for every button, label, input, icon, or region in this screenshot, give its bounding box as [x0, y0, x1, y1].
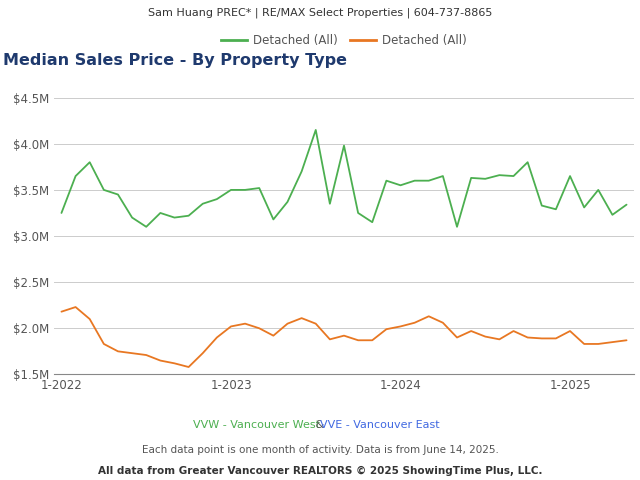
Text: VVW - Vancouver West: VVW - Vancouver West	[193, 420, 320, 430]
Text: Each data point is one month of activity. Data is from June 14, 2025.: Each data point is one month of activity…	[141, 445, 499, 455]
Text: &: &	[312, 420, 328, 430]
Legend: Detached (All), Detached (All): Detached (All), Detached (All)	[217, 29, 471, 51]
Text: Sam Huang PREC* | RE/MAX Select Properties | 604-737-8865: Sam Huang PREC* | RE/MAX Select Properti…	[148, 8, 492, 18]
Text: All data from Greater Vancouver REALTORS © 2025 ShowingTime Plus, LLC.: All data from Greater Vancouver REALTORS…	[98, 467, 542, 476]
Text: Median Sales Price - By Property Type: Median Sales Price - By Property Type	[3, 53, 347, 68]
Text: VVE - Vancouver East: VVE - Vancouver East	[320, 420, 440, 430]
